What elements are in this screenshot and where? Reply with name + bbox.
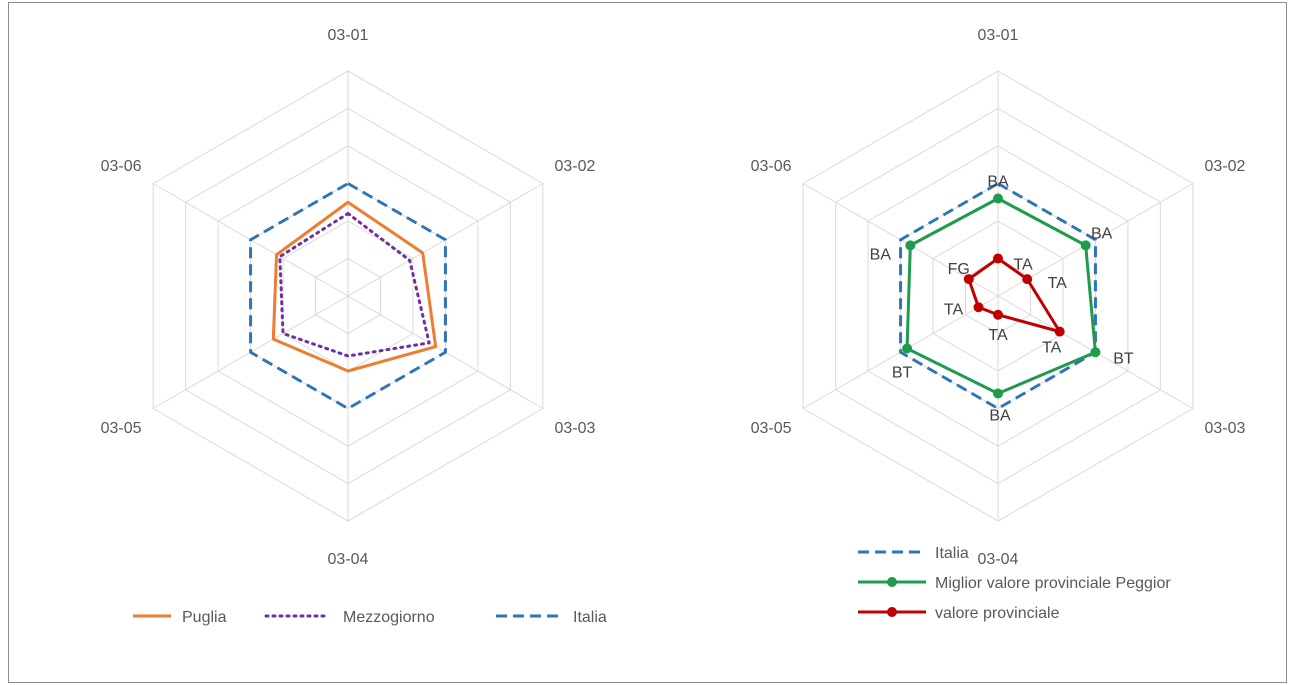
legend: Italia Miglior valore provinciale Peggior… [858,545,1171,622]
data-point [1022,274,1033,285]
radar-chart-1: 03-01 03-02 03-03 03-04 03-05 03-06 Puglia Mezz… [101,27,607,626]
data-point [993,309,1003,320]
series-mezzogiorno [278,212,431,358]
grid-rings [152,70,544,522]
data-point [1054,326,1065,337]
data-label: TA [1042,340,1062,357]
data-label: TA [1013,257,1033,274]
axis-label: 03-02 [1204,158,1245,175]
series-line [905,197,1097,395]
series-italia [899,182,1097,410]
series-miglior-valore-provinciale-peggior: BA BA BT BA BT BA [870,174,1134,425]
data-label: FG [948,261,970,278]
axis-label: 03-03 [1204,420,1245,437]
axis-label: 03-04 [328,551,369,568]
data-point [993,193,1003,204]
data-label: BA [989,408,1011,425]
data-point [963,274,974,285]
data-point [1080,240,1091,251]
data-point [1090,347,1101,358]
axis-label: 03-05 [101,420,142,437]
axis-label: 03-06 [101,158,142,175]
data-point [973,302,984,313]
data-label: BA [1091,225,1113,242]
legend-label: Mezzogiorno [343,609,435,626]
data-point [902,343,913,354]
data-label: BA [987,174,1009,191]
series-line [271,200,438,373]
series-italia [249,182,447,410]
axis-label: 03-04 [978,551,1019,568]
data-point [993,388,1003,399]
axis-label: 03-01 [328,27,369,44]
legend-marker [887,577,897,587]
legend-label: Italia [573,609,607,626]
axis-label: 03-02 [554,158,595,175]
chart-frame [8,2,1287,683]
grid-rings [802,70,1194,522]
radar-chart-2: 03-01 03-02 03-03 03-04 03-05 03-06 BA BA BT BA BT… [751,27,1246,622]
series-line [249,182,447,410]
data-point [905,240,916,251]
data-label: BT [892,365,913,382]
data-label: TA [988,327,1008,344]
legend-label: valore provinciale [935,605,1060,622]
series-puglia [271,200,438,373]
legend: Puglia Mezzogiorno Italia [133,609,607,626]
series-valore-provinciale: TA TA TA TA TA FG [944,253,1068,357]
axis-label: 03-01 [978,27,1019,44]
axis-label: 03-06 [751,158,792,175]
legend-label: Italia [935,545,969,562]
data-label: TA [1048,275,1068,292]
legend-marker [887,607,897,617]
series-line [899,182,1097,410]
legend-label: Miglior valore provinciale Peggior [935,575,1171,592]
data-label: TA [944,301,964,318]
series-line [278,212,431,358]
data-label: BA [870,246,892,263]
data-label: BT [1113,350,1134,367]
axis-label: 03-05 [751,420,792,437]
data-point [993,253,1003,264]
legend-label: Puglia [182,609,227,626]
axis-label: 03-03 [554,420,595,437]
